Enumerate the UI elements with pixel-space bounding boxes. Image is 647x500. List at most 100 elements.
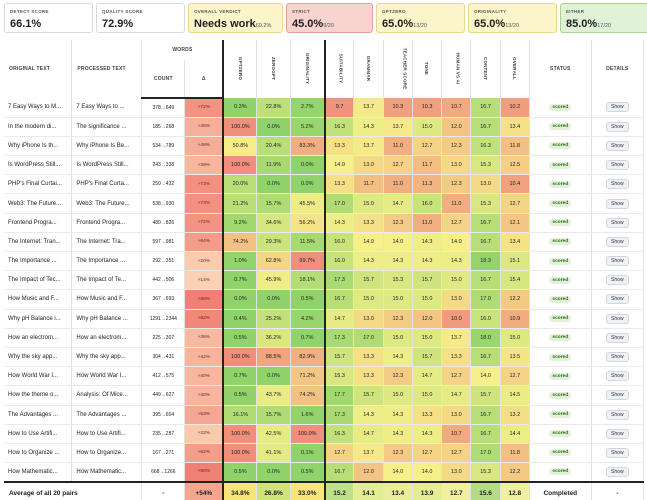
content-cell: 13.0	[470, 174, 501, 195]
show-details-button[interactable]: Show	[606, 352, 629, 363]
processed-text-cell: How an electrom...	[71, 328, 143, 348]
tone-cell: 14.0	[412, 462, 443, 483]
zerogpt-cell: 62.8%	[256, 251, 291, 272]
show-details-button[interactable]: Show	[606, 160, 629, 171]
show-details-button[interactable]: Show	[606, 102, 629, 113]
originality-cell: 0.0%	[290, 155, 326, 176]
status-cell: scored	[529, 213, 592, 233]
show-details-button[interactable]: Show	[606, 428, 629, 439]
content-cell: 17.0	[470, 443, 501, 464]
teacher-score-cell: 14.0	[383, 462, 413, 483]
zerogpt-cell: 45.9%	[256, 270, 291, 291]
show-details-button[interactable]: Show	[606, 294, 629, 305]
details-cell: Show	[591, 443, 645, 464]
originality-cell: 11.5%	[290, 232, 326, 253]
word-delta-cell: +64%	[184, 232, 224, 253]
col-processed-text: PROCESSED TEXT	[71, 40, 143, 98]
details-cell: Show	[591, 289, 645, 310]
word-count-cell: 534→789	[141, 136, 186, 157]
show-details-button[interactable]: Show	[606, 236, 629, 247]
col-zerogpt: ZEROGPT	[256, 40, 291, 98]
gptzero-cell: 100.0%	[222, 424, 258, 444]
table-row: The Impact of Tec... The Impact of Te... 4…	[4, 270, 645, 291]
details-cell: Show	[591, 213, 645, 233]
suitability-cell: 17.0	[323, 193, 355, 214]
show-details-button[interactable]: Show	[606, 179, 629, 190]
content-cell: 16.7	[470, 405, 501, 425]
processed-text-cell: How to Organize...	[71, 443, 143, 464]
details-cell: Show	[591, 270, 645, 291]
suitability-cell: 9.7	[323, 98, 355, 118]
details-cell: Show	[591, 117, 645, 137]
show-details-button[interactable]: Show	[606, 332, 629, 343]
overall-cell: 12.2	[500, 462, 530, 483]
processed-text-cell: Why pH Balance ...	[71, 309, 143, 329]
card-label: OVERALL VERDICT	[194, 9, 241, 14]
average-row: Average of all 20 pairs - +54% 34.8% 26.…	[4, 480, 645, 500]
table-row: In the modern di... The significance ... 1…	[4, 117, 645, 137]
details-cell: Show	[591, 251, 645, 272]
col-human-vs-ai: HUMAN VS AI	[441, 40, 472, 98]
word-delta-cell: +82%	[184, 309, 224, 329]
word-delta-cell: +73%	[184, 174, 224, 195]
average-details: -	[591, 480, 645, 500]
card-gptzero: GPTZERO 65.0%13/20	[376, 3, 465, 33]
table-row: How World War I... How World War I... 412→…	[4, 366, 645, 387]
show-details-button[interactable]: Show	[606, 217, 629, 228]
tone-cell: 12.7	[412, 136, 443, 157]
col-originality: ORIGINALITY	[290, 40, 326, 98]
show-details-button[interactable]: Show	[606, 198, 629, 209]
content-cell: 17.0	[470, 289, 501, 310]
word-count-cell: 412→575	[141, 366, 186, 387]
show-details-button[interactable]: Show	[606, 121, 629, 132]
show-details-button[interactable]: Show	[606, 409, 629, 420]
word-count-cell: 304→431	[141, 347, 186, 368]
show-details-button[interactable]: Show	[606, 275, 629, 286]
gptzero-cell: 0.3%	[222, 98, 258, 118]
word-delta-cell: +45%	[184, 117, 224, 137]
status-badge: scored	[549, 315, 572, 323]
show-details-button[interactable]: Show	[606, 390, 629, 401]
grammar-cell: 13.0	[353, 309, 384, 329]
originality-cell: 2.7%	[290, 98, 326, 118]
human-vs-ai-cell: 14.7	[441, 385, 472, 406]
tone-cell: 15.0	[412, 289, 443, 310]
show-details-button[interactable]: Show	[606, 371, 629, 382]
table-row: How the theme o... Analysis: Of Mice... 44…	[4, 385, 645, 406]
table-row: The Internet: Tran... The Internet: Tra..…	[4, 232, 645, 253]
processed-text-cell: The Importance ...	[71, 251, 143, 272]
suitability-cell: 16.0	[323, 251, 355, 272]
average-label: Average of all 20 pairs	[4, 480, 143, 500]
card-strict: STRICT 45.0%9/20	[286, 3, 373, 33]
show-details-button[interactable]: Show	[606, 447, 629, 458]
average-teacher: 13.4	[383, 480, 413, 500]
gptzero-cell: 50.8%	[222, 136, 258, 157]
tone-cell: 10.3	[412, 98, 443, 118]
card-sub: 13/20	[505, 23, 519, 29]
zerogpt-cell: 0.0%	[256, 174, 291, 195]
original-text-cell: Is WordPress Still...	[4, 155, 73, 176]
overall-cell: 12.2	[500, 289, 530, 310]
human-vs-ai-cell: 13.0	[441, 462, 472, 483]
details-cell: Show	[591, 462, 645, 483]
details-cell: Show	[591, 424, 645, 444]
average-content: 15.6	[470, 480, 501, 500]
card-value: 65.0%13/20	[474, 17, 551, 33]
show-details-button[interactable]: Show	[606, 313, 629, 324]
original-text-cell: 7 Easy Ways to M...	[4, 98, 73, 118]
teacher-score-cell: 13.7	[383, 117, 413, 137]
human-vs-ai-cell: 15.0	[441, 270, 472, 291]
human-vs-ai-cell: 10.7	[441, 424, 472, 444]
originality-cell: 100.0%	[290, 424, 326, 444]
zerogpt-cell: 22.8%	[256, 98, 291, 118]
show-details-button[interactable]: Show	[606, 466, 629, 477]
tone-cell: 11.7	[412, 155, 443, 176]
show-details-button[interactable]: Show	[606, 256, 629, 267]
status-cell: scored	[529, 405, 592, 425]
original-text-cell: PHP's Final Curtai...	[4, 174, 73, 195]
card-value: 45.0%9/20	[292, 17, 367, 33]
show-details-button[interactable]: Show	[606, 140, 629, 151]
overall-cell: 10.4	[500, 174, 530, 195]
gptzero-cell: 0.0%	[222, 289, 258, 310]
details-cell: Show	[591, 328, 645, 348]
